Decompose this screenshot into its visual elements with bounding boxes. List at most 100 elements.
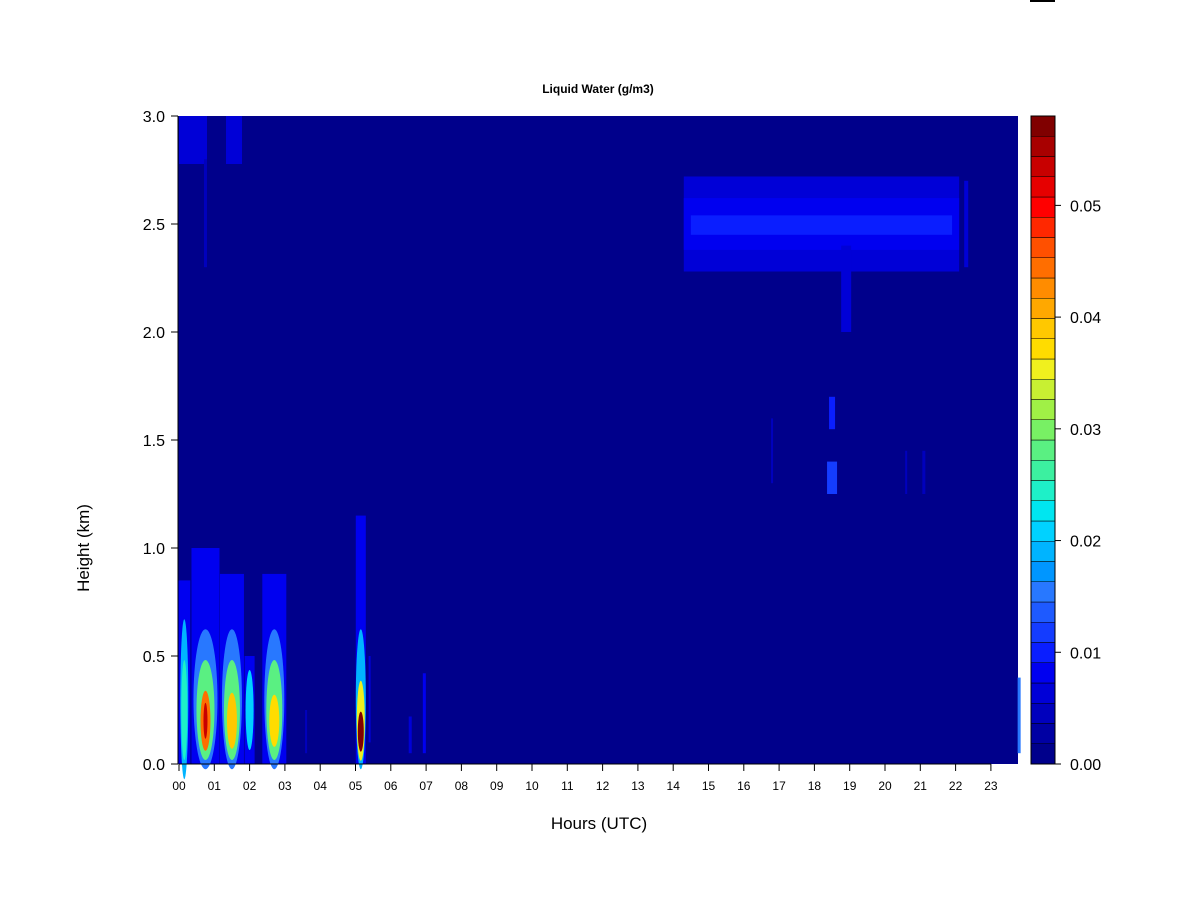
colorbar-segment [1030, 338, 1056, 360]
y-tick-label: 2.5 [143, 217, 165, 234]
low-cloud-0045-layer-3 [203, 702, 208, 739]
midlevel-streak-2 [905, 450, 908, 494]
colorbar-segment [1030, 156, 1056, 177]
colorbar-segment [1030, 419, 1056, 441]
x-tick-label: 13 [631, 779, 645, 793]
colorbar-segment [1030, 743, 1056, 765]
patch-top-left-1 [179, 116, 207, 164]
colorbar-tick-label: 0.00 [1070, 757, 1101, 774]
low-cloud-0000-layer-1 [181, 660, 188, 760]
y-tick-label: 1.5 [143, 433, 165, 450]
heatmap-features [178, 116, 1021, 780]
low-cloud-0130-layer-2 [226, 692, 237, 749]
x-tick-label: 03 [278, 779, 292, 793]
colorbar-segment [1030, 277, 1056, 299]
x-tick-label: 19 [843, 779, 857, 793]
streak-top-1 [203, 159, 207, 268]
colorbar-segment [1030, 399, 1056, 420]
y-tick-label: 2.0 [143, 325, 165, 342]
plot-area [178, 116, 1021, 780]
colorbar-segment [1030, 217, 1056, 238]
low-streak-0655 [422, 673, 426, 754]
x-tick-label: 12 [596, 779, 610, 793]
colorbar-segment [1030, 541, 1056, 562]
x-tick-label: 23 [984, 779, 998, 793]
colorbar-segment [1030, 581, 1056, 603]
x-tick-label: 02 [243, 779, 257, 793]
colorbar-segment [1030, 682, 1056, 704]
colorbar-segment [1030, 601, 1056, 623]
low-cloud-0245-layer-2 [269, 694, 280, 747]
x-tick-label: 04 [314, 779, 328, 793]
colorbar-segment [1030, 136, 1056, 157]
midlevel-patch-1 [827, 461, 838, 494]
colorbar-segment [1030, 480, 1056, 501]
elevated-layer-edge [964, 180, 969, 268]
colorbar-tick-label: 0.04 [1070, 310, 1101, 327]
y-tick-label: 1.0 [143, 541, 165, 558]
low-streak-2350 [1017, 677, 1021, 754]
colorbar-segment [1030, 379, 1056, 400]
corner-mark [1030, 0, 1055, 2]
colorbar-segment [1030, 318, 1056, 339]
patch-top-left-2 [226, 116, 242, 164]
midlevel-streak-1 [771, 418, 774, 484]
colorbar-tick-label: 0.02 [1070, 534, 1101, 551]
colorbar-segment [1030, 662, 1056, 684]
x-tick-label: 21 [914, 779, 928, 793]
x-tick-label: 09 [490, 779, 504, 793]
colorbar-segment [1030, 703, 1056, 724]
colorbar-segment [1030, 358, 1056, 380]
x-axis-label: Hours (UTC) [551, 814, 647, 833]
colorbar-segment [1030, 257, 1056, 279]
chart-title: Liquid Water (g/m3) [542, 82, 654, 96]
x-tick-label: 14 [667, 779, 681, 793]
elevated-layer-core [690, 215, 953, 235]
y-tick-label: 0.0 [143, 757, 165, 774]
low-streak-0525 [368, 656, 371, 743]
colorbar-segment [1030, 520, 1056, 542]
colorbar-segment [1030, 561, 1056, 582]
low-cloud-0200-layer-0 [245, 670, 254, 750]
low-cloud-0510-layer-2 [357, 711, 364, 752]
low-streak-0630 [408, 716, 412, 754]
x-tick-label: 15 [702, 779, 716, 793]
colorbar-tick-label: 0.05 [1070, 198, 1101, 215]
x-tick-label: 22 [949, 779, 963, 793]
midlevel-patch-2 [829, 396, 836, 430]
x-tick-label: 00 [172, 779, 186, 793]
x-tick-label: 07 [419, 779, 433, 793]
colorbar-tick-label: 0.01 [1070, 645, 1101, 662]
colorbar-segment [1030, 176, 1056, 198]
colorbar-segment [1030, 298, 1056, 319]
x-tick-label: 11 [561, 779, 574, 793]
x-tick-label: 01 [208, 779, 222, 793]
colorbar-segment [1030, 196, 1056, 218]
colorbar-segment [1030, 500, 1056, 522]
colorbar-segment [1030, 723, 1056, 744]
low-streak-0340 [305, 710, 308, 754]
x-tick-label: 10 [525, 779, 539, 793]
colorbar: 0.00 0.01 0.02 0.03 0.04 0.05 [1030, 115, 1101, 774]
colorbar-segment [1030, 460, 1056, 481]
y-tick-label: 0.5 [143, 649, 165, 666]
colorbar-segment [1030, 237, 1056, 258]
colorbar-tick-label: 0.03 [1070, 422, 1101, 439]
x-tick-label: 05 [349, 779, 363, 793]
x-tick-label: 17 [772, 779, 786, 793]
elevated-layer-tail [841, 245, 852, 332]
x-tick-label: 20 [878, 779, 892, 793]
midlevel-streak-3 [922, 450, 926, 494]
x-tick-label: 06 [384, 779, 398, 793]
colorbar-segment [1030, 622, 1056, 643]
colorbar-segment [1030, 439, 1056, 461]
y-axis-label: Height (km) [74, 504, 93, 592]
x-tick-label: 18 [808, 779, 822, 793]
y-tick-label: 3.0 [143, 109, 165, 126]
x-tick-label: 08 [455, 779, 469, 793]
y-axis: 0.0 0.5 1.0 1.5 2.0 2.5 3.0 [143, 109, 179, 774]
x-tick-label: 16 [737, 779, 751, 793]
colorbar-segment [1030, 642, 1056, 663]
colorbar-frame [1030, 115, 1056, 765]
